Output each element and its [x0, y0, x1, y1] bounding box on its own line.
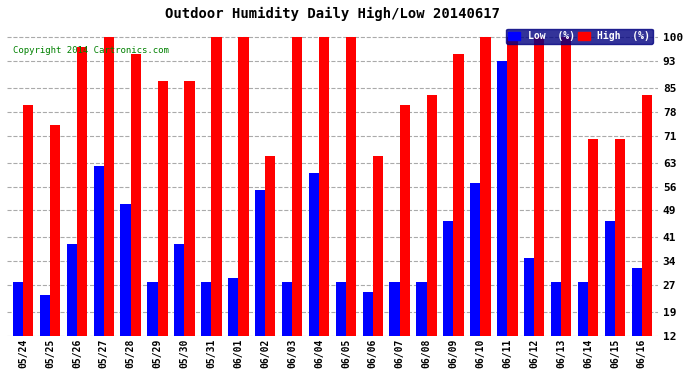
- Bar: [578, 282, 588, 336]
- Bar: [551, 282, 561, 336]
- Bar: [40, 295, 50, 336]
- Bar: [308, 173, 319, 336]
- Bar: [497, 61, 507, 336]
- Bar: [201, 282, 211, 336]
- Bar: [470, 183, 480, 336]
- Bar: [426, 95, 437, 336]
- Bar: [157, 81, 168, 336]
- Bar: [400, 105, 410, 336]
- Bar: [615, 139, 625, 336]
- Bar: [104, 37, 114, 336]
- Bar: [13, 282, 23, 336]
- Bar: [507, 37, 518, 336]
- Bar: [604, 220, 615, 336]
- Bar: [588, 139, 598, 336]
- Bar: [389, 282, 400, 336]
- Text: Copyright 2014 Cartronics.com: Copyright 2014 Cartronics.com: [13, 45, 169, 54]
- Bar: [416, 282, 426, 336]
- Bar: [282, 282, 292, 336]
- Bar: [121, 204, 130, 336]
- Bar: [453, 54, 464, 336]
- Bar: [335, 282, 346, 336]
- Bar: [443, 220, 453, 336]
- Bar: [362, 292, 373, 336]
- Bar: [67, 244, 77, 336]
- Bar: [255, 190, 265, 336]
- Bar: [130, 54, 141, 336]
- Bar: [94, 166, 104, 336]
- Title: Outdoor Humidity Daily High/Low 20140617: Outdoor Humidity Daily High/Low 20140617: [165, 7, 500, 21]
- Bar: [524, 258, 534, 336]
- Bar: [184, 81, 195, 336]
- Bar: [50, 126, 60, 336]
- Bar: [148, 282, 157, 336]
- Bar: [211, 37, 221, 336]
- Bar: [534, 37, 544, 336]
- Bar: [561, 37, 571, 336]
- Bar: [23, 105, 33, 336]
- Bar: [631, 268, 642, 336]
- Bar: [77, 47, 87, 336]
- Bar: [228, 278, 238, 336]
- Bar: [642, 95, 652, 336]
- Bar: [373, 156, 383, 336]
- Bar: [238, 37, 248, 336]
- Bar: [292, 37, 302, 336]
- Bar: [265, 156, 275, 336]
- Bar: [319, 37, 329, 336]
- Bar: [175, 244, 184, 336]
- Bar: [346, 37, 356, 336]
- Bar: [480, 37, 491, 336]
- Legend: Low  (%), High  (%): Low (%), High (%): [506, 28, 653, 44]
